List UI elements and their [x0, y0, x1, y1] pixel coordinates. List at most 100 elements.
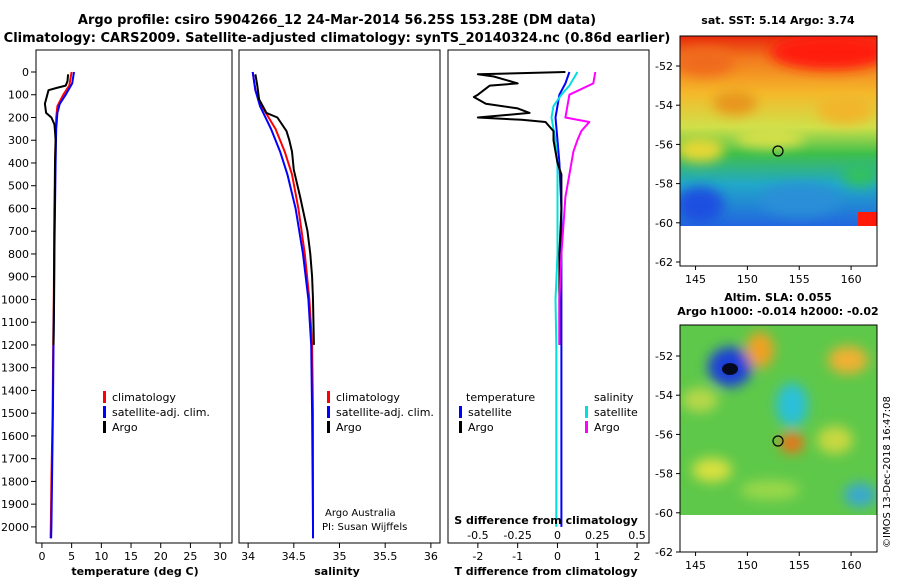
legend-sal-argo-label: Argo — [594, 421, 620, 434]
sla-lon-ticks: 145 150 155 160 — [685, 552, 862, 572]
sst-map-frame — [679, 35, 878, 267]
x-tick-label: -2 — [472, 550, 483, 563]
s-tick-label: 0 — [554, 529, 561, 542]
y-tick-label: 1400 — [1, 384, 29, 397]
x-tick-label: 0 — [38, 550, 45, 563]
x-tick-label: 34.5 — [282, 550, 307, 563]
y-tick-label: 1100 — [1, 316, 29, 329]
y-tick-label: 200 — [8, 111, 29, 124]
temperature-axes-frame — [35, 49, 233, 544]
pressure-ticks: 0 100 200 300 400 500 600 700 800 900 1000 1100 1200… — [1, 66, 36, 534]
legend-climatology-swatch — [327, 391, 330, 403]
legend-argo-label: Argo — [112, 421, 138, 434]
lat-tick-label: -62 — [655, 256, 673, 269]
s-difference-xlabel: S difference from climatology — [454, 514, 638, 527]
difference-legend-salinity: salinity satellite Argo — [585, 391, 638, 434]
legend-temp-argo-label: Argo — [468, 421, 494, 434]
legend-argo-swatch — [327, 421, 330, 433]
lat-tick-label: -58 — [655, 178, 673, 191]
sst-map-title: sat. SST: 5.14 Argo: 3.74 — [701, 14, 855, 27]
y-tick-label: 1900 — [1, 498, 29, 511]
argo-location-marker — [772, 435, 784, 447]
figure-title-line2: Climatology: CARS2009. Satellite-adjuste… — [4, 31, 671, 46]
lon-tick-label: 145 — [685, 559, 706, 572]
y-tick-label: 900 — [8, 271, 29, 284]
y-tick-label: 500 — [8, 180, 29, 193]
lon-tick-label: 155 — [789, 559, 810, 572]
legend-climatology-swatch — [103, 391, 106, 403]
legend-satellite-label: satellite-adj. clim. — [336, 406, 434, 419]
legend-temperature-title: temperature — [466, 391, 535, 404]
series-line-temperature-satellite — [554, 71, 571, 527]
salinity-legend: climatology satellite-adj. clim. Argo — [327, 391, 434, 434]
lat-tick-label: -60 — [655, 507, 673, 520]
salinity-xlabel: salinity — [314, 565, 360, 578]
x-tick-label: 35.5 — [373, 550, 398, 563]
y-tick-label: 1600 — [1, 430, 29, 443]
difference-profiles — [472, 71, 597, 527]
lat-tick-label: -60 — [655, 217, 673, 230]
salinity-panel: 34 34.5 35 35.5 36 salinity climatology sate… — [238, 49, 441, 578]
legend-argo-swatch — [103, 421, 106, 433]
temperature-profiles — [43, 71, 75, 539]
s-tick-label: 0.5 — [628, 529, 646, 542]
x-tick-label: 10 — [94, 550, 108, 563]
legend-temp-argo-swatch — [459, 421, 462, 433]
lat-tick-label: -54 — [655, 389, 673, 402]
sst-field — [680, 36, 877, 226]
series-line-salinity-argo — [558, 71, 597, 345]
difference-axes-frame — [447, 49, 650, 544]
x-tick-label: 35 — [333, 550, 347, 563]
sla-map-frame — [679, 324, 878, 553]
x-tick-label: 0 — [554, 550, 561, 563]
legend-climatology-label: climatology — [336, 391, 400, 404]
y-tick-label: 100 — [8, 89, 29, 102]
legend-satellite-label: satellite-adj. clim. — [112, 406, 210, 419]
t-difference-x-ticks: -2 -1 0 1 2 — [472, 543, 641, 563]
lat-tick-label: -56 — [655, 138, 673, 151]
s-tick-label: -0.25 — [503, 529, 531, 542]
pi-annotation: PI: Susan Wijffels — [322, 522, 407, 533]
salinity-profiles — [251, 71, 315, 539]
y-tick-label: 700 — [8, 225, 29, 238]
legend-temp-satellite-label: satellite — [468, 406, 512, 419]
x-tick-label: 5 — [68, 550, 75, 563]
legend-argo-label: Argo — [336, 421, 362, 434]
x-tick-label: 34 — [241, 550, 255, 563]
series-line-argo — [254, 74, 315, 345]
sst-map: sat. SST: 5.14 Argo: 3.74 -52 -54 -56 -58 -6… — [655, 14, 878, 286]
sla-field — [680, 325, 877, 515]
sst-lon-ticks: 145 150 155 160 — [685, 266, 862, 286]
s-tick-label: -0.5 — [467, 529, 488, 542]
legend-sal-argo-swatch — [585, 421, 588, 433]
x-tick-label: 2 — [634, 550, 641, 563]
credit-text: ©IMOS 13-Dec-2018 16:47:08 — [882, 396, 893, 548]
x-tick-label: 15 — [124, 550, 138, 563]
y-tick-label: 1300 — [1, 362, 29, 375]
series-line-satellite-adj-clim- — [251, 71, 314, 539]
y-tick-label: 1000 — [1, 293, 29, 306]
temperature-x-ticks: 0 5 10 15 20 25 30 — [38, 543, 227, 563]
lon-tick-label: 160 — [841, 559, 862, 572]
y-tick-label: 300 — [8, 134, 29, 147]
series-line-temperature-argo — [472, 71, 566, 345]
series-line-climatology — [251, 71, 314, 539]
legend-sal-satellite-swatch — [585, 406, 588, 418]
y-tick-label: 600 — [8, 202, 29, 215]
lon-tick-label: 145 — [685, 273, 706, 286]
temperature-panel: 0100200300400500600700800900100011001200… — [1, 49, 233, 578]
x-tick-label: -1 — [512, 550, 523, 563]
series-line-salinity-satellite — [550, 71, 579, 527]
temperature-xlabel: temperature (deg C) — [71, 565, 198, 578]
y-tick-label: 1500 — [1, 407, 29, 420]
legend-temp-satellite-swatch — [459, 406, 462, 418]
y-tick-label: 0 — [22, 66, 29, 79]
sla-map: Altim. SLA: 0.055 Argo h1000: -0.014 h20… — [655, 291, 879, 572]
x-tick-label: 30 — [213, 550, 227, 563]
y-tick-label: 2000 — [1, 521, 29, 534]
x-tick-label: 25 — [183, 550, 197, 563]
sla-lat-ticks: -52 -54 -56 -58 -60 -62 — [655, 350, 680, 559]
legend-sal-satellite-label: satellite — [594, 406, 638, 419]
legend-satellite-swatch — [327, 406, 330, 418]
